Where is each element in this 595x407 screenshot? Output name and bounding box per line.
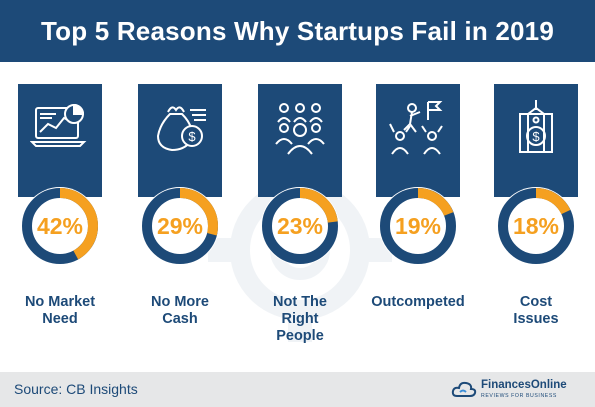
reason-label: Not The Right People — [273, 294, 327, 344]
financesonline-logo: FinancesOnline REVIEWS FOR BUSINESS — [451, 378, 581, 402]
team-people-icon — [275, 103, 325, 155]
reason-label: No Market Need — [24, 294, 96, 327]
competitor-climb-icon — [389, 101, 443, 155]
reason-card-2: $ — [138, 84, 222, 197]
logo-name: FinancesOnline — [481, 379, 567, 391]
source-text: Source: CB Insights — [14, 381, 138, 397]
percentage-ring-5: 18% — [496, 186, 576, 266]
percentage-ring-3: 23% — [260, 186, 340, 266]
ring-value-arc — [380, 188, 456, 264]
logo-tagline: REVIEWS FOR BUSINESS — [481, 393, 557, 399]
svg-text:$: $ — [532, 129, 540, 144]
reason-label: No More Cash — [151, 294, 209, 327]
ring-value-arc — [142, 188, 218, 264]
reason-card-5: $ — [494, 84, 578, 197]
percentage-label: 42% — [36, 212, 84, 239]
footer-bar: Source: CB Insights FinancesOnline REVIE… — [0, 372, 595, 407]
percentage-label: 23% — [276, 212, 324, 239]
ring-value-arc — [262, 188, 338, 264]
reason-card-1 — [18, 84, 102, 197]
cloud-logo-icon — [451, 381, 477, 397]
reason-label: Cost Issues — [513, 294, 559, 327]
percentage-ring-1: 42% — [20, 186, 100, 266]
reason-card-4 — [376, 84, 460, 197]
percentage-ring-2: 29% — [140, 186, 220, 266]
reason-label: Outcompeted — [371, 294, 465, 310]
percentage-label: 18% — [512, 212, 560, 239]
ring-value-arc — [498, 188, 574, 264]
page-title: Top 5 Reasons Why Startups Fail in 2019 — [41, 15, 554, 46]
svg-text:$: $ — [188, 129, 196, 144]
header-banner: Top 5 Reasons Why Startups Fail in 2019 — [0, 0, 595, 62]
money-bag-icon: $ — [156, 106, 206, 152]
percentage-label: 29% — [156, 212, 204, 239]
percentage-ring-4: 19% — [378, 186, 458, 266]
ring-value-arc — [22, 188, 98, 264]
percentage-label: 19% — [394, 212, 442, 239]
reason-card-3 — [258, 84, 342, 197]
laptop-chart-icon — [30, 103, 87, 147]
price-tag-icon: $ — [519, 100, 553, 153]
